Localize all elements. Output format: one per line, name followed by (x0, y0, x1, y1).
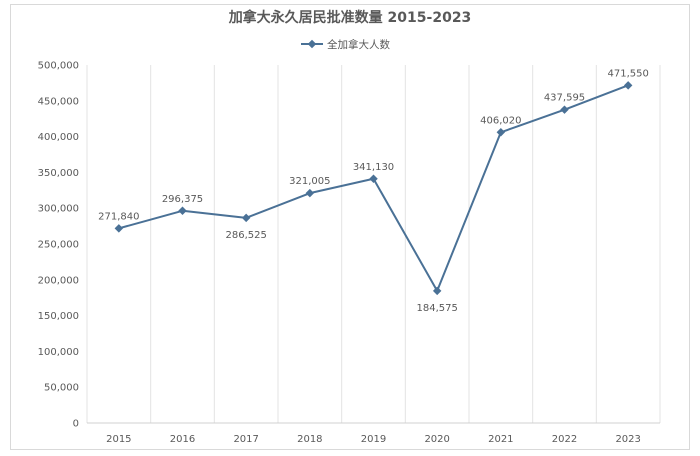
chart-frame (10, 4, 690, 450)
y-axis: 0 50,000 100,000 150,000 200,000 250,000 300,0… (38, 61, 79, 430)
data-point (369, 174, 378, 183)
data-labels: 271,840 296,375 286,525 321,005 341,130 184,5… (98, 68, 649, 313)
y-tick-label: 400,000 (38, 132, 79, 143)
x-tick-label: 2022 (552, 434, 577, 445)
y-tick-label: 0 (73, 419, 79, 430)
data-label: 437,595 (544, 93, 585, 104)
x-tick-label: 2015 (106, 434, 131, 445)
y-tick-label: 350,000 (38, 168, 79, 179)
y-tick-label: 50,000 (44, 383, 79, 394)
x-tick-label: 2019 (361, 434, 386, 445)
data-label: 286,525 (225, 230, 266, 241)
data-label: 271,840 (98, 211, 139, 222)
data-point (432, 286, 442, 296)
y-tick-label: 200,000 (38, 275, 79, 286)
data-label: 471,550 (607, 68, 648, 79)
x-tick-label: 2020 (424, 434, 449, 445)
data-label: 296,375 (162, 194, 203, 205)
data-point (305, 188, 315, 198)
y-tick-label: 500,000 (38, 61, 79, 72)
y-tick-label: 250,000 (38, 240, 79, 251)
y-tick-label: 450,000 (38, 96, 79, 107)
data-label: 341,130 (353, 162, 394, 173)
x-tick-label: 2021 (488, 434, 513, 445)
legend: 全加拿大人数 (301, 38, 390, 51)
data-point (496, 128, 506, 137)
data-point (114, 224, 124, 233)
data-label: 321,005 (289, 176, 330, 187)
data-point (178, 206, 187, 216)
x-tick-label: 2016 (170, 434, 195, 445)
y-tick-label: 100,000 (38, 347, 79, 358)
data-point (241, 213, 251, 223)
legend-marker-icon (307, 39, 317, 49)
data-label: 184,575 (416, 303, 457, 314)
y-tick-label: 150,000 (38, 311, 79, 322)
data-point (623, 81, 633, 90)
x-tick-label: 2017 (233, 434, 258, 445)
y-tick-label: 300,000 (38, 204, 79, 215)
series-line (118, 84, 629, 292)
data-label: 406,020 (480, 115, 521, 126)
legend-label: 全加拿大人数 (327, 38, 390, 51)
series-line-path (118, 84, 629, 292)
grid-lines (86, 65, 661, 424)
x-tick-label: 2018 (297, 434, 322, 445)
data-point (560, 105, 569, 114)
x-tick-label: 2023 (615, 434, 640, 445)
chart-title: 加拿大永久居民批准数量 2015-2023 (228, 9, 472, 26)
x-axis: 2015 2016 2017 2018 2019 2020 2021 2022 2023 (106, 434, 641, 445)
